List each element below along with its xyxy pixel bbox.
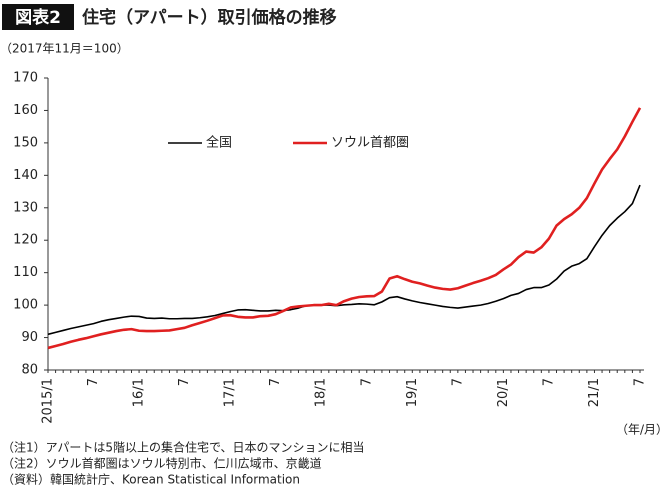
y-tick-label: 150: [13, 135, 38, 150]
note: （注2）ソウル首都圏はソウル特別市、仁川広域市、京畿道: [2, 456, 322, 471]
x-tick-label: 18/1: [314, 378, 329, 407]
line-series: [47, 184, 641, 336]
x-tick-label: 7: [268, 378, 283, 386]
x-tick-label: 19/1: [405, 378, 420, 407]
x-tick-label: 20/1: [496, 378, 511, 407]
y-tick-label: 130: [13, 200, 38, 215]
y-tick-label: 160: [13, 103, 38, 118]
x-tick-label: 7: [177, 378, 192, 386]
x-tick-label: 16/1: [132, 378, 147, 407]
y-tick-label: 140: [13, 168, 38, 183]
x-tick-label: 7: [450, 378, 465, 386]
x-tick-label: 17/1: [223, 378, 238, 407]
note: （注1）アパートは5階以上の集合住宅で、日本のマンションに相当: [2, 440, 365, 455]
y-tick-label: 90: [21, 330, 38, 345]
note: （資料）韓国統計庁、Korean Statistical Information: [2, 472, 300, 487]
x-tick-label: 7: [359, 378, 374, 386]
y-tick-label: 170: [13, 71, 38, 86]
y-tick-label: 110: [13, 265, 38, 280]
x-tick-label: 7: [86, 378, 101, 386]
legend-label: ソウル首都圏: [331, 136, 409, 151]
legend-label: 全国: [206, 135, 232, 151]
y-tick-label: 120: [13, 233, 38, 248]
x-tick-label: 21/1: [587, 378, 602, 407]
x-tick-label: 2015/1: [41, 378, 56, 424]
title-badge: [2, 4, 74, 30]
x-axis-label: （年/月）: [616, 423, 668, 437]
title-label: 図表2: [15, 7, 61, 28]
x-tick-label: 7: [633, 378, 648, 386]
subtitle: （2017年11月＝100）: [0, 42, 129, 56]
x-tick-label: 7: [541, 378, 556, 386]
y-tick-label: 80: [21, 363, 38, 378]
y-tick-label: 100: [13, 298, 38, 313]
chart-title: 住宅（アパート）取引価格の推移: [82, 7, 337, 28]
line-series: [47, 107, 642, 350]
